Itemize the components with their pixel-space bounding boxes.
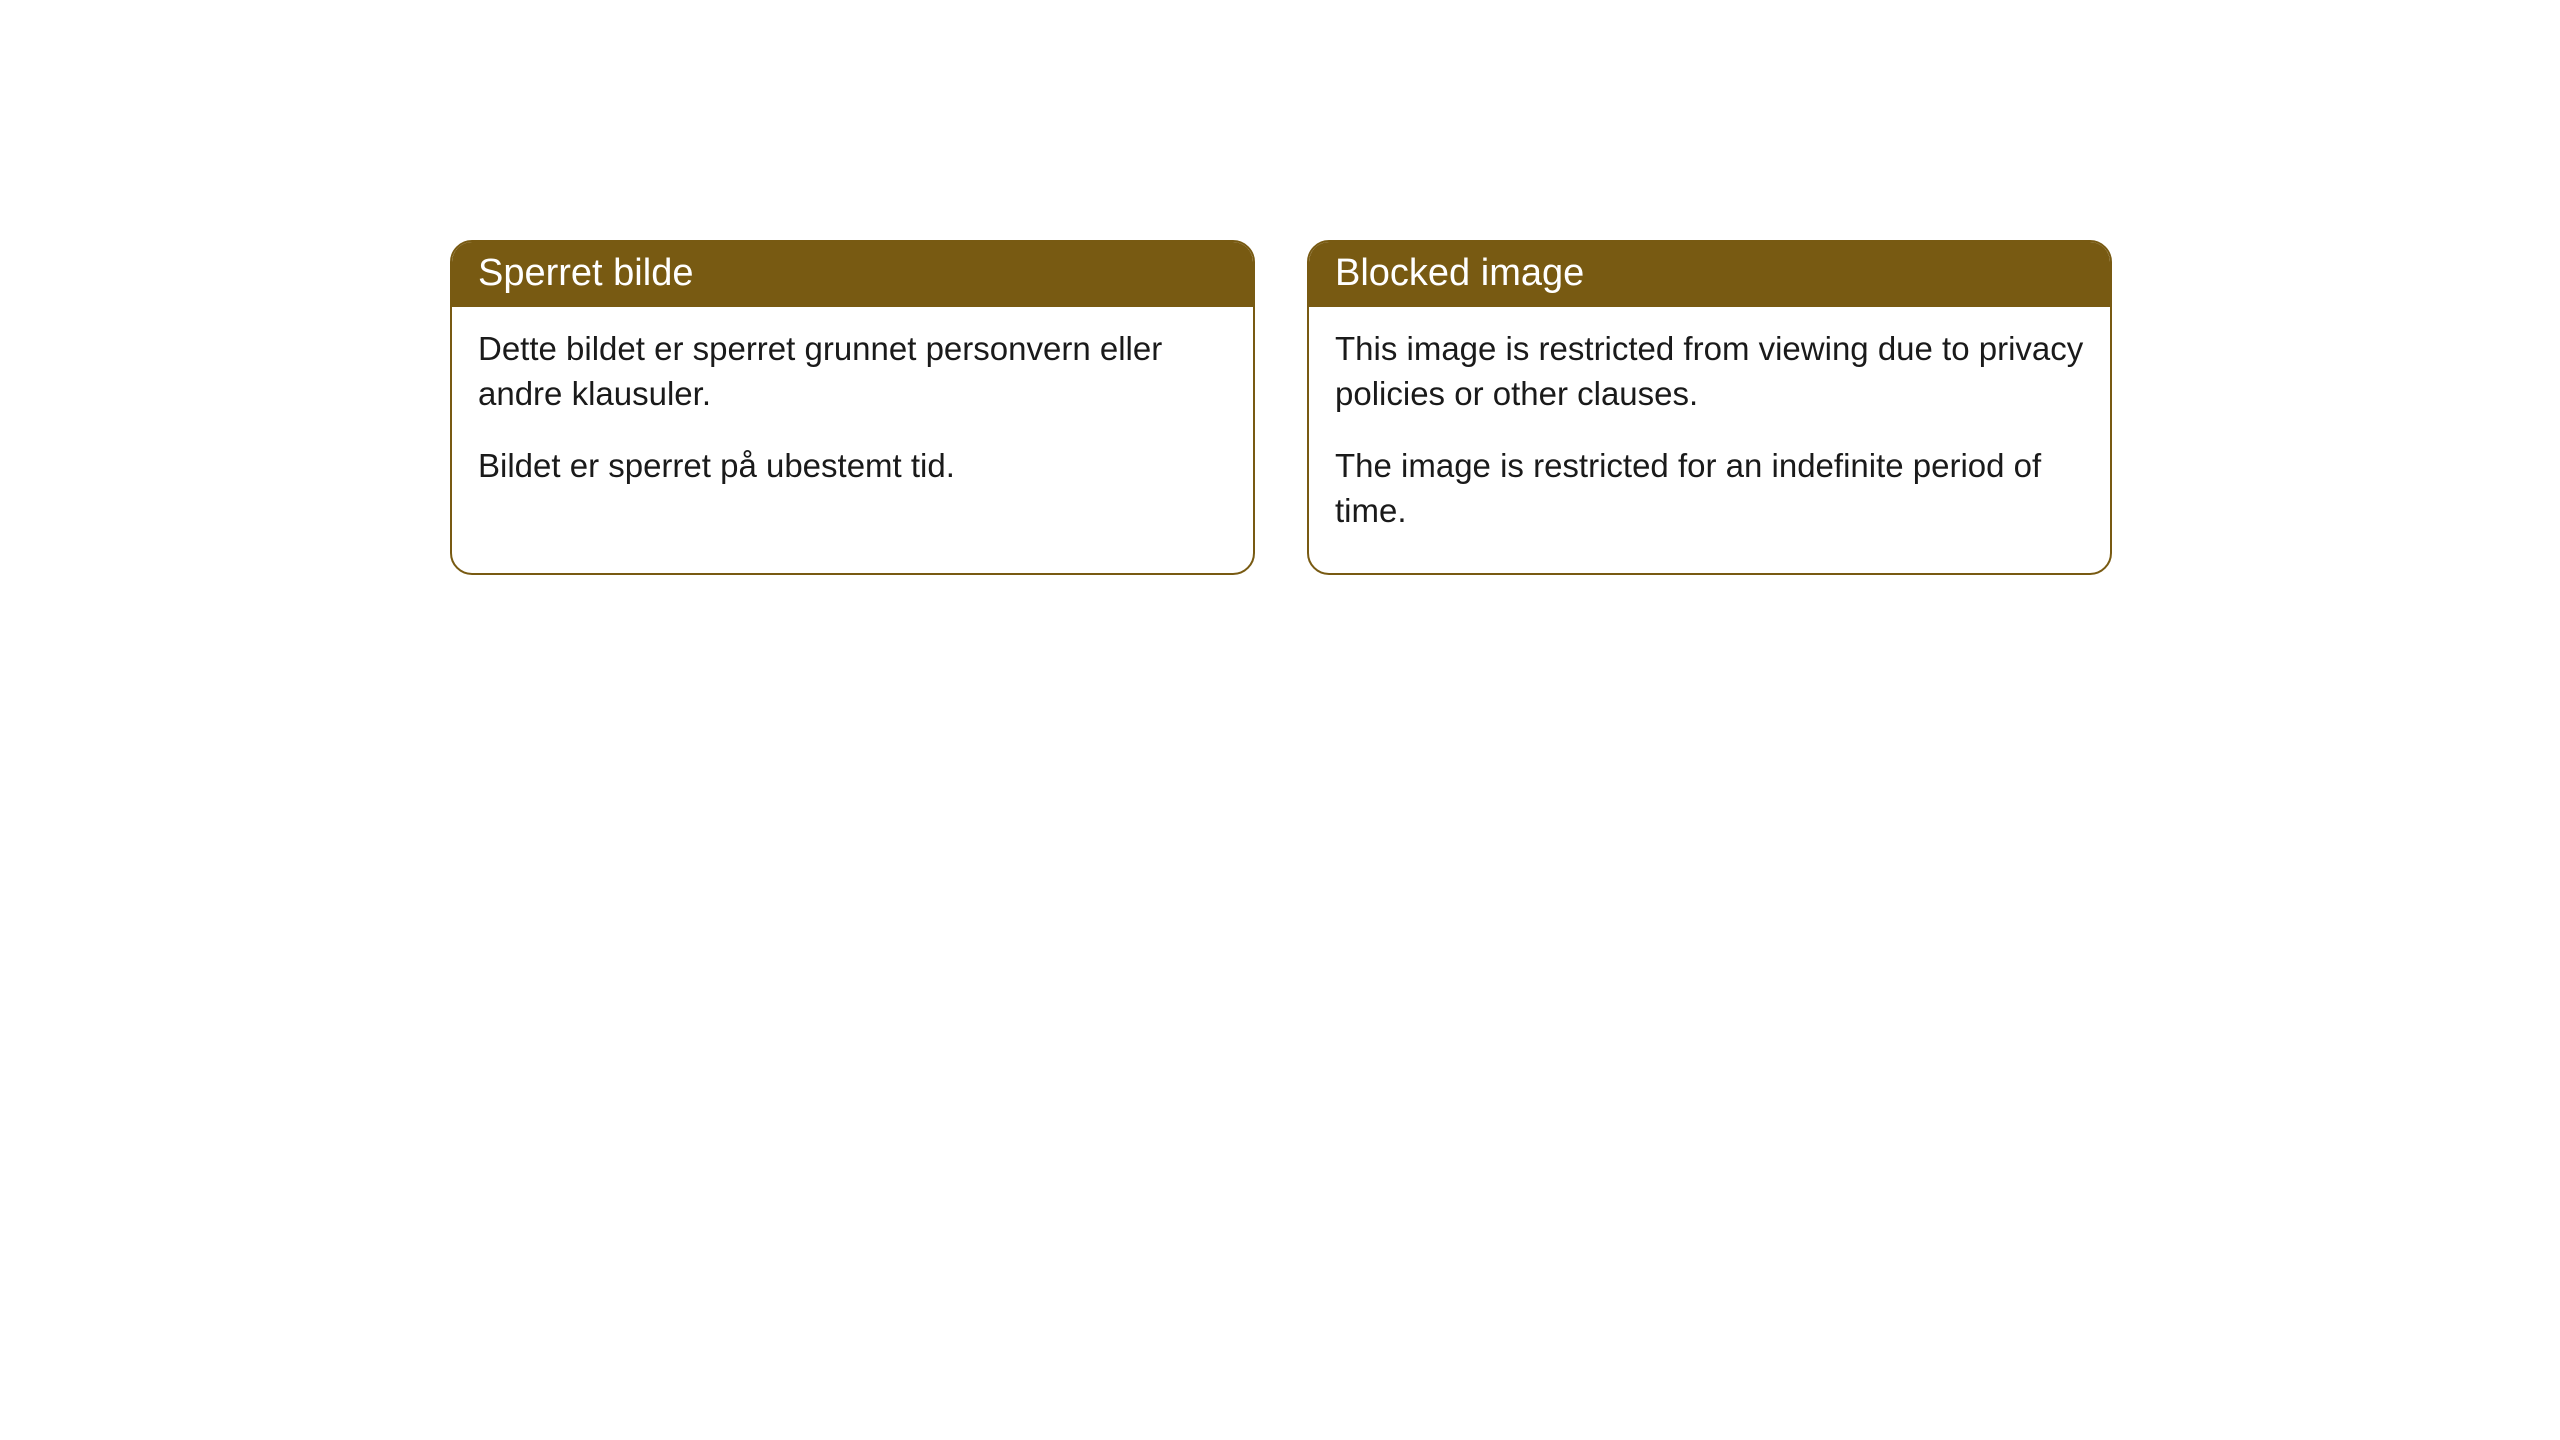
card-paragraph-2: The image is restricted for an indefinit… xyxy=(1335,444,2084,533)
notice-cards-container: Sperret bilde Dette bildet er sperret gr… xyxy=(450,240,2112,575)
card-body-english: This image is restricted from viewing du… xyxy=(1309,307,2110,573)
notice-card-norwegian: Sperret bilde Dette bildet er sperret gr… xyxy=(450,240,1255,575)
card-title: Blocked image xyxy=(1335,252,1584,294)
card-header-english: Blocked image xyxy=(1309,242,2110,307)
notice-card-english: Blocked image This image is restricted f… xyxy=(1307,240,2112,575)
card-paragraph-1: This image is restricted from viewing du… xyxy=(1335,327,2084,416)
card-title: Sperret bilde xyxy=(478,252,693,294)
card-paragraph-2: Bildet er sperret på ubestemt tid. xyxy=(478,444,1227,489)
card-body-norwegian: Dette bildet er sperret grunnet personve… xyxy=(452,307,1253,529)
card-paragraph-1: Dette bildet er sperret grunnet personve… xyxy=(478,327,1227,416)
card-header-norwegian: Sperret bilde xyxy=(452,242,1253,307)
